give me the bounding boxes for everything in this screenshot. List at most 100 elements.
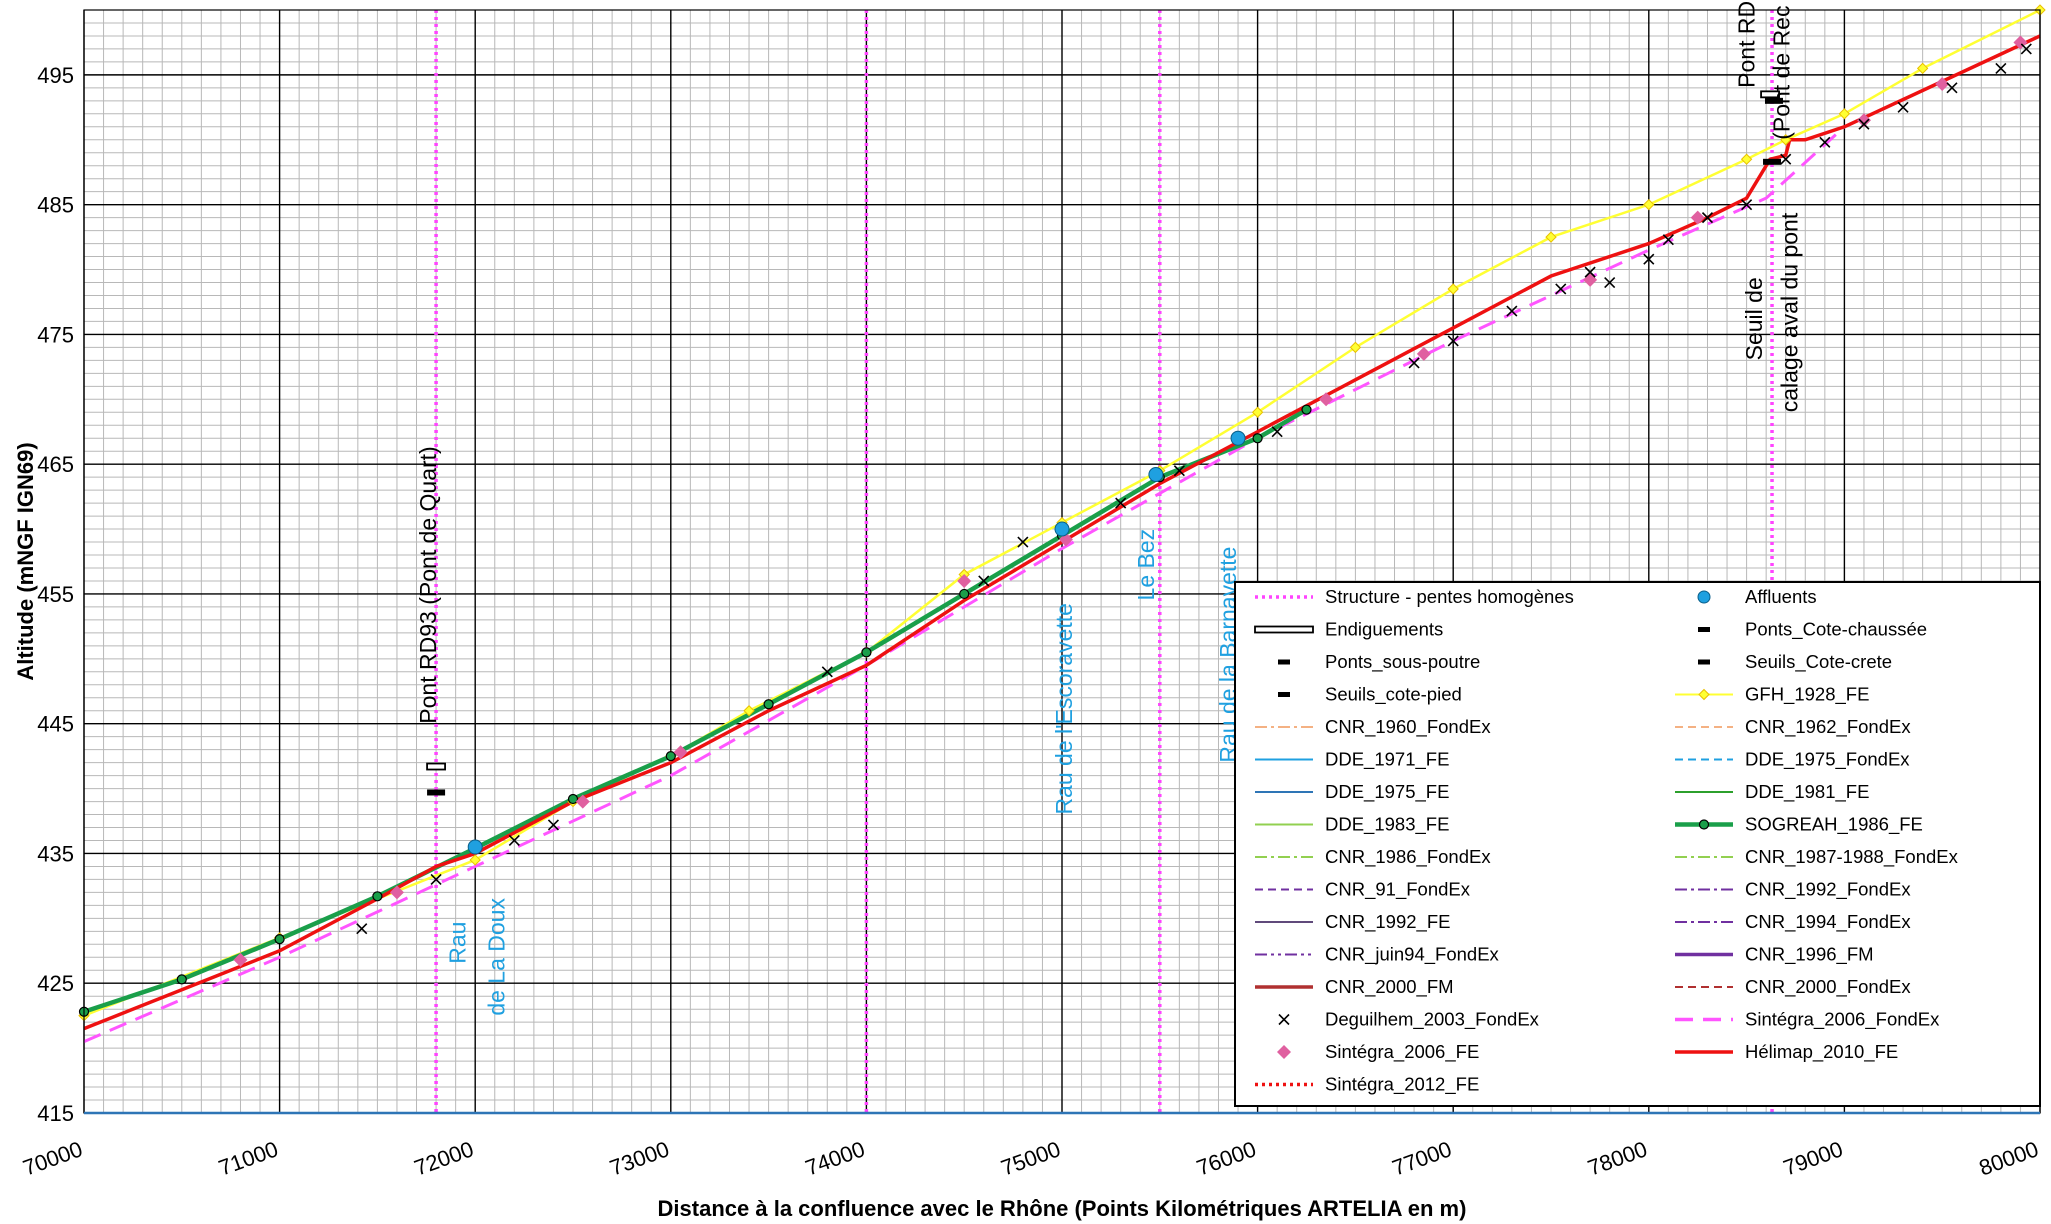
chart-annotation: Pont RD93 (Pont de Quart) — [415, 446, 441, 723]
legend-entry-label: CNR_1960_FondEx — [1325, 716, 1491, 738]
legend-entry-label: DDE_1983_FE — [1325, 814, 1449, 836]
y-tick-label: 445 — [37, 712, 74, 737]
legend-entry-label: Seuils_Cote-crete — [1745, 651, 1892, 673]
legend-entry-label: Structure - pentes homogènes — [1325, 586, 1574, 607]
series-point-sogreah-1986-fe — [959, 588, 970, 600]
legend-entry-label: SOGREAH_1986_FE — [1745, 814, 1923, 836]
x-tick-label: 75000 — [998, 1136, 1064, 1180]
series-point-sintegra-2006-fe — [673, 745, 688, 760]
series-point-deguilhem-2003-fondex — [1643, 253, 1655, 265]
legend-entry-label: DDE_1971_FE — [1325, 749, 1449, 771]
legend-entry-label: DDE_1975_FondEx — [1745, 749, 1910, 771]
legend-entry-label: Sintégra_2012_FE — [1325, 1074, 1479, 1096]
chart-annotation: Le Bez — [1133, 529, 1159, 601]
x-axis-title: Distance à la confluence avec le Rhône (… — [658, 1196, 1467, 1221]
y-tick-label: 465 — [37, 452, 74, 477]
legend-entry-label: Hélimap_2010_FE — [1745, 1041, 1898, 1063]
x-tick-label: 77000 — [1389, 1136, 1455, 1180]
series-point-deguilhem-2003-fondex — [978, 575, 990, 587]
series-point-sintegra-2006-fe — [957, 573, 972, 588]
legend-swatch — [1278, 1013, 1290, 1026]
x-tick-label: 79000 — [1780, 1136, 1846, 1180]
legend-entry-label: CNR_1992_FondEx — [1745, 879, 1911, 901]
series-point-deguilhem-2003-fondex — [1995, 62, 2007, 74]
x-tick-label: 72000 — [411, 1136, 477, 1180]
series-point-sintegra-2006-fe — [1690, 210, 1705, 225]
series-point-gfh-1928-fe — [1349, 341, 1362, 354]
legend-entry-label: Sintégra_2006_FondEx — [1745, 1009, 1940, 1031]
series-point-deguilhem-2003-fondex — [1858, 118, 1870, 130]
series-point-gfh-1928-fe — [743, 705, 755, 717]
legend-entry-label: Endiguements — [1325, 619, 1443, 640]
series-point-endiguements — [1760, 90, 1780, 99]
series-point-sintegra-2006-fe — [1856, 113, 1871, 128]
x-tick-label: 74000 — [802, 1136, 868, 1180]
series-point-gfh-1928-fe — [1545, 231, 1557, 243]
y-tick-label: 495 — [37, 63, 74, 88]
legend-entry-label: DDE_1981_FE — [1745, 781, 1869, 803]
legend-swatch — [1277, 1045, 1291, 1059]
marker-layer — [78, 4, 2046, 1022]
chart-annotation: Seuil de — [1741, 277, 1767, 360]
series-point-deguilhem-2003-fondex — [1506, 305, 1518, 317]
legend-entry-label: CNR_juin94_FondEx — [1325, 944, 1500, 966]
y-tick-label: 485 — [37, 193, 74, 218]
axis-layer: 415 425 435 445 455 465 475 485 495 70000 71000 720… — [13, 9, 2042, 1221]
series-point-deguilhem-2003-fondex — [1662, 234, 1674, 246]
chart-annotation: de La Doux — [484, 898, 510, 1016]
y-tick-label: 425 — [37, 971, 74, 996]
series-point-deguilhem-2003-fondex — [821, 666, 833, 678]
y-tick-label: 415 — [37, 1101, 74, 1126]
series-point-deguilhem-2003-fondex — [1780, 153, 1792, 165]
series-point-deguilhem-2003-fondex — [1741, 199, 1753, 211]
legend-entry-label: Affluents — [1745, 586, 1817, 607]
series-point-deguilhem-2003-fondex — [1555, 283, 1567, 295]
series-point-deguilhem-2003-fondex — [356, 923, 368, 935]
series-point-affluents — [1148, 467, 1164, 483]
series-point-sogreah-1986-fe — [1252, 433, 1263, 444]
series-point-deguilhem-2003-fondex — [1946, 82, 1958, 94]
legend-swatch — [1698, 659, 1710, 665]
x-tick-label: 70000 — [20, 1136, 86, 1180]
chart-annotation: Rau de l'Escoravette — [1051, 603, 1077, 815]
legend-entry-label: Ponts_sous-poutre — [1325, 651, 1480, 673]
series-point-sogreah-1986-fe — [1301, 404, 1312, 415]
series-point-sogreah-1986-fe — [274, 934, 285, 945]
legend-entry-label: Seuils_cote-pied — [1325, 684, 1462, 706]
x-tick-label: 78000 — [1584, 1136, 1650, 1180]
legend-swatch-marker — [1698, 819, 1710, 830]
legend-swatch-marker — [1698, 688, 1710, 701]
chart-annotation: Rau — [444, 922, 470, 964]
legend-entry-label: CNR_1992_FE — [1325, 911, 1450, 933]
series-point-sintegra-2006-fe — [389, 885, 404, 900]
legend-swatch — [1278, 659, 1290, 665]
legend-swatch — [1697, 590, 1711, 604]
series-point-sogreah-1986-fe — [567, 793, 579, 805]
series-point-deguilhem-2003-fondex — [430, 873, 442, 885]
chart-annotation: calage aval du pont — [1776, 212, 1802, 412]
series-point-deguilhem-2003-fondex — [1271, 426, 1283, 438]
x-tick-label: 71000 — [215, 1136, 281, 1180]
legend-entry-label: CNR_1994_FondEx — [1745, 911, 1911, 933]
series-point-affluents — [467, 839, 483, 855]
x-tick-label: 80000 — [1976, 1136, 2042, 1180]
series-point-gfh-1928-fe — [1916, 62, 1929, 75]
series-point-sogreah-1986-fe — [665, 751, 676, 762]
annotation-layer: Pont RD93 (Pont de Quart) Rau de La Doux Ra… — [415, 1, 1802, 1016]
y-axis-title: Altitude (mNGF IGN69) — [13, 442, 38, 680]
series-point-gfh-1928-fe — [1447, 283, 1459, 295]
series-point-deguilhem-2003-fondex — [1819, 136, 1831, 148]
legend-entry-label: GFH_1928_FE — [1745, 684, 1869, 706]
series-point-deguilhem-2003-fondex — [1115, 497, 1127, 509]
series-point-affluents — [1230, 430, 1246, 446]
series-line-sintegra-2006-fondex — [83, 34, 2041, 1044]
series-point-sogreah-1986-fe — [372, 891, 383, 902]
series-point-deguilhem-2003-fondex — [547, 819, 560, 831]
series-point-sintegra-2006-fe — [1416, 346, 1431, 361]
series-point-endiguements — [426, 762, 446, 771]
series-point-deguilhem-2003-fondex — [1584, 266, 1596, 278]
series-point-sogreah-1986-fe — [763, 699, 774, 710]
y-tick-label: 455 — [37, 582, 74, 607]
